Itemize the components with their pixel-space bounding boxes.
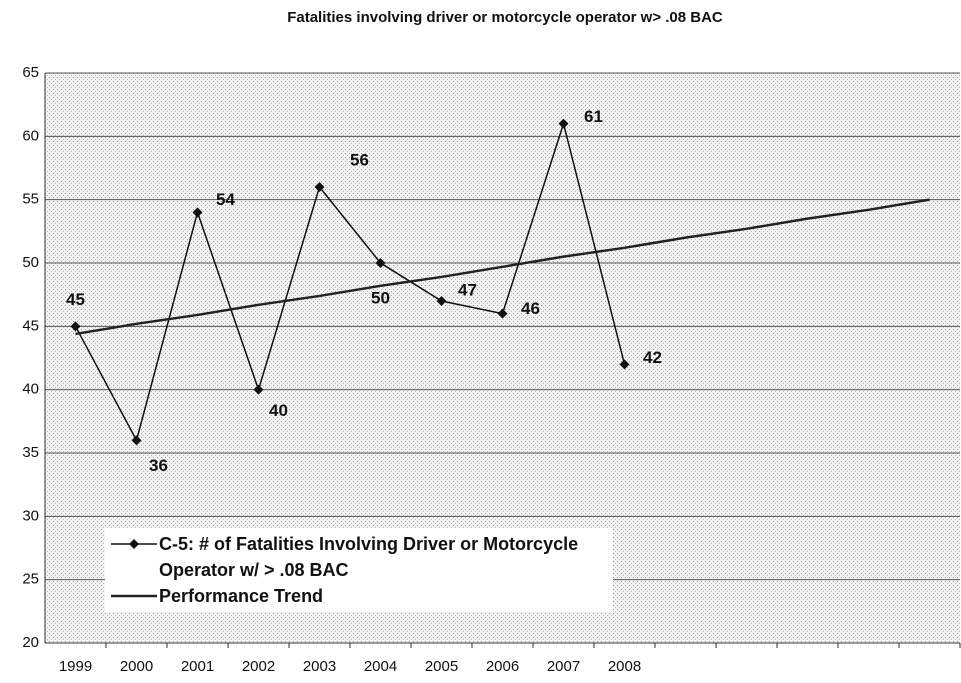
marker: [497, 308, 508, 319]
legend-item: C-5: # of Fatalities Involving Driver or…: [109, 531, 609, 583]
marker: [436, 296, 447, 306]
data-label: 36: [149, 456, 168, 475]
marker: [192, 207, 203, 218]
x-tick-label: 1999: [59, 658, 92, 675]
marker: [70, 321, 81, 332]
data-label: 40: [269, 401, 288, 420]
data-label: 46: [521, 299, 540, 318]
data-label: 42: [643, 348, 662, 367]
y-tick-label: 50: [22, 254, 39, 271]
x-tick-label: 2004: [364, 658, 397, 675]
legend: C-5: # of Fatalities Involving Driver or…: [105, 528, 613, 612]
x-tick-label: 2002: [242, 658, 275, 675]
y-tick-label: 20: [22, 634, 39, 651]
legend-symbol: [109, 583, 159, 609]
y-tick-label: 35: [22, 444, 39, 461]
y-tick-label: 60: [22, 127, 39, 144]
series-line: [75, 198, 930, 336]
y-tick-label: 45: [22, 317, 39, 334]
x-tick-label: 2008: [608, 658, 641, 675]
chart-title: Fatalities involving driver or motorcycl…: [287, 9, 723, 26]
x-tick-label: 2000: [120, 658, 153, 675]
data-label: 54: [216, 190, 235, 209]
marker: [314, 182, 325, 192]
y-tick-label: 30: [22, 507, 39, 524]
x-tick-label: 2001: [181, 658, 214, 675]
x-tick-label: 2005: [425, 658, 458, 675]
legend-label: C-5: # of Fatalities Involving Driver or…: [159, 534, 579, 580]
y-tick-label: 25: [22, 571, 39, 588]
marker: [253, 384, 264, 395]
data-label: 50: [371, 288, 390, 307]
legend-item: Performance Trend: [109, 583, 609, 609]
y-tick-label: 65: [22, 64, 39, 81]
legend-label: Performance Trend: [159, 586, 324, 606]
data-label: 61: [584, 107, 603, 126]
y-tick-label: 55: [22, 191, 39, 208]
legend-symbol: [109, 531, 159, 557]
data-label: 45: [66, 290, 85, 309]
x-tick-label: 2003: [303, 658, 336, 675]
data-label: 47: [458, 280, 477, 299]
data-label: 56: [350, 150, 369, 169]
marker: [558, 118, 569, 129]
marker: [375, 258, 386, 268]
x-tick-label: 2007: [547, 658, 580, 675]
series-line: [74, 120, 626, 443]
legend-icon: [111, 539, 157, 549]
legend-icon: [111, 594, 157, 598]
x-tick-label: 2006: [486, 658, 519, 675]
marker: [619, 359, 630, 370]
marker: [131, 435, 142, 446]
y-tick-label: 40: [22, 381, 39, 398]
